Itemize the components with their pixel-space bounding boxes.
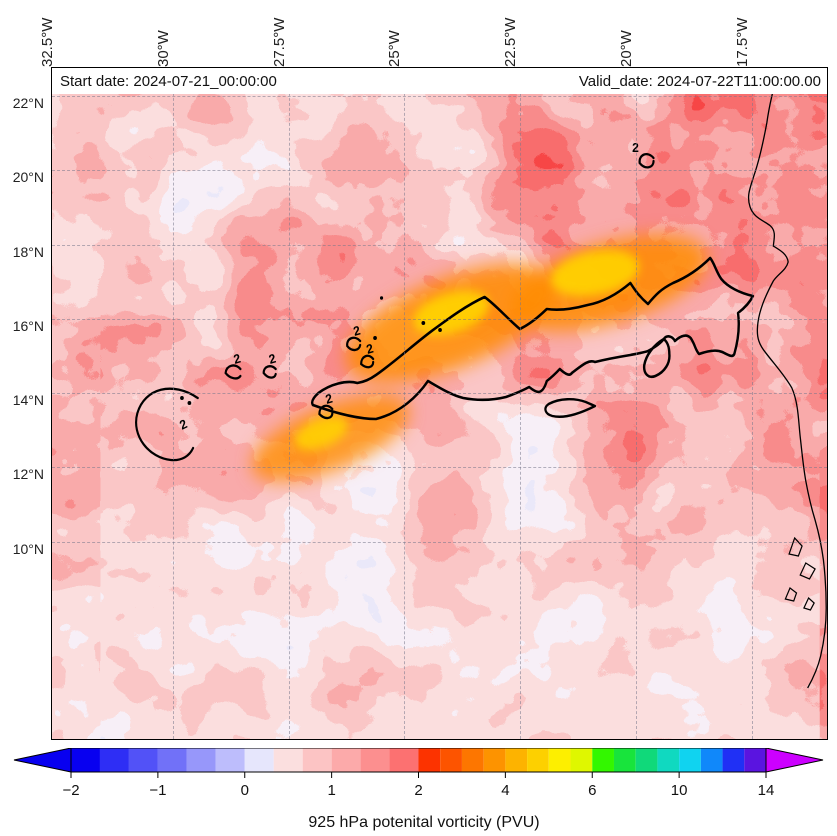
svg-text:925 hPa potenital vorticity (P: 925 hPa potenital vorticity (PVU) bbox=[308, 814, 539, 831]
svg-text:2: 2 bbox=[414, 782, 422, 799]
svg-text:2: 2 bbox=[177, 417, 189, 433]
svg-text:1: 1 bbox=[327, 782, 335, 799]
svg-text:14: 14 bbox=[758, 782, 775, 799]
svg-text:2: 2 bbox=[267, 351, 277, 367]
svg-text:4: 4 bbox=[501, 782, 509, 799]
svg-text:10: 10 bbox=[671, 782, 688, 799]
svg-text:6: 6 bbox=[588, 782, 596, 799]
svg-text:−2: −2 bbox=[62, 782, 79, 799]
svg-text:0: 0 bbox=[241, 782, 249, 799]
svg-text:−1: −1 bbox=[149, 782, 166, 799]
